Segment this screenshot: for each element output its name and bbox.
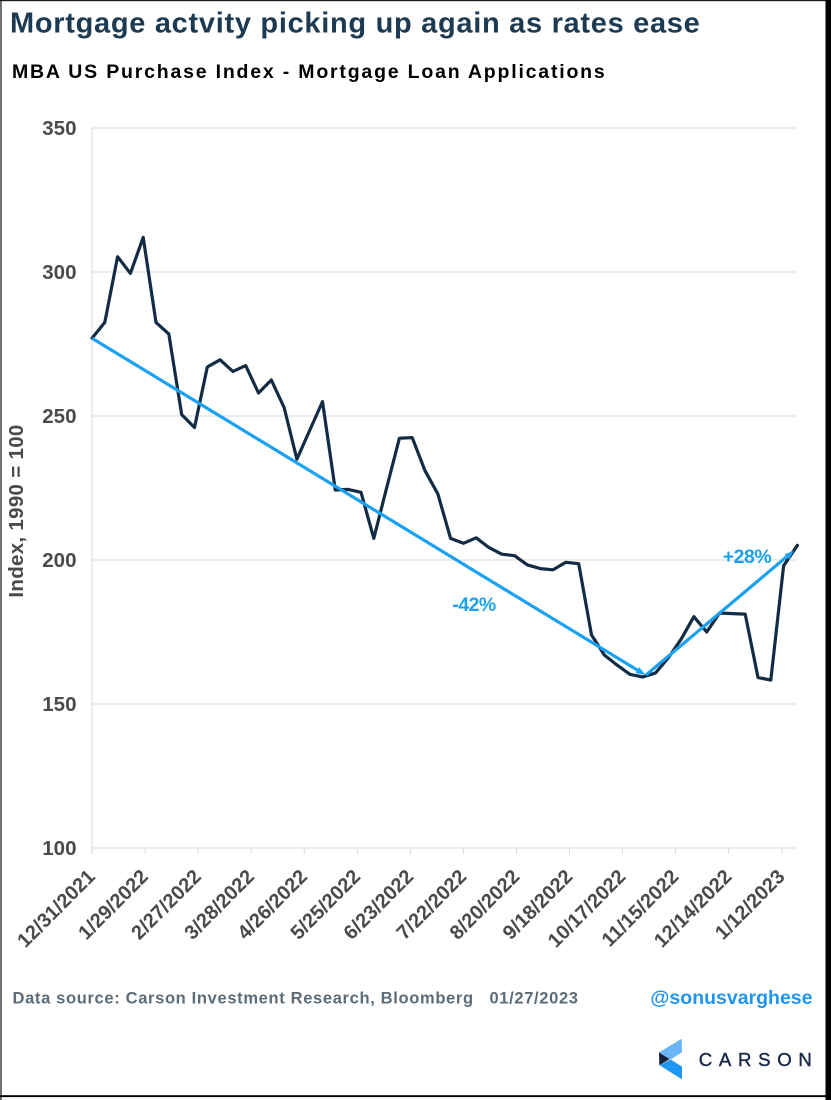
svg-text:150: 150 xyxy=(42,693,76,716)
svg-text:300: 300 xyxy=(42,261,76,284)
svg-text:250: 250 xyxy=(42,405,76,428)
svg-text:Mortgage actvity picking up ag: Mortgage actvity picking up again as rat… xyxy=(10,8,700,40)
svg-text:Data source: Carson Investment: Data source: Carson Investment Research,… xyxy=(13,990,579,1008)
svg-text:350: 350 xyxy=(42,117,76,140)
svg-text:+28%: +28% xyxy=(723,546,772,568)
svg-text:200: 200 xyxy=(42,549,76,572)
svg-text:MBA US Purchase Index - Mortga: MBA US Purchase Index - Mortgage Loan Ap… xyxy=(12,61,607,83)
svg-text:-42%: -42% xyxy=(452,594,496,616)
svg-text:Index, 1990 = 100: Index, 1990 = 100 xyxy=(5,424,28,597)
svg-text:@sonusvarghese: @sonusvarghese xyxy=(650,987,812,1009)
svg-text:100: 100 xyxy=(42,837,76,860)
svg-text:CARSON: CARSON xyxy=(699,1049,819,1070)
